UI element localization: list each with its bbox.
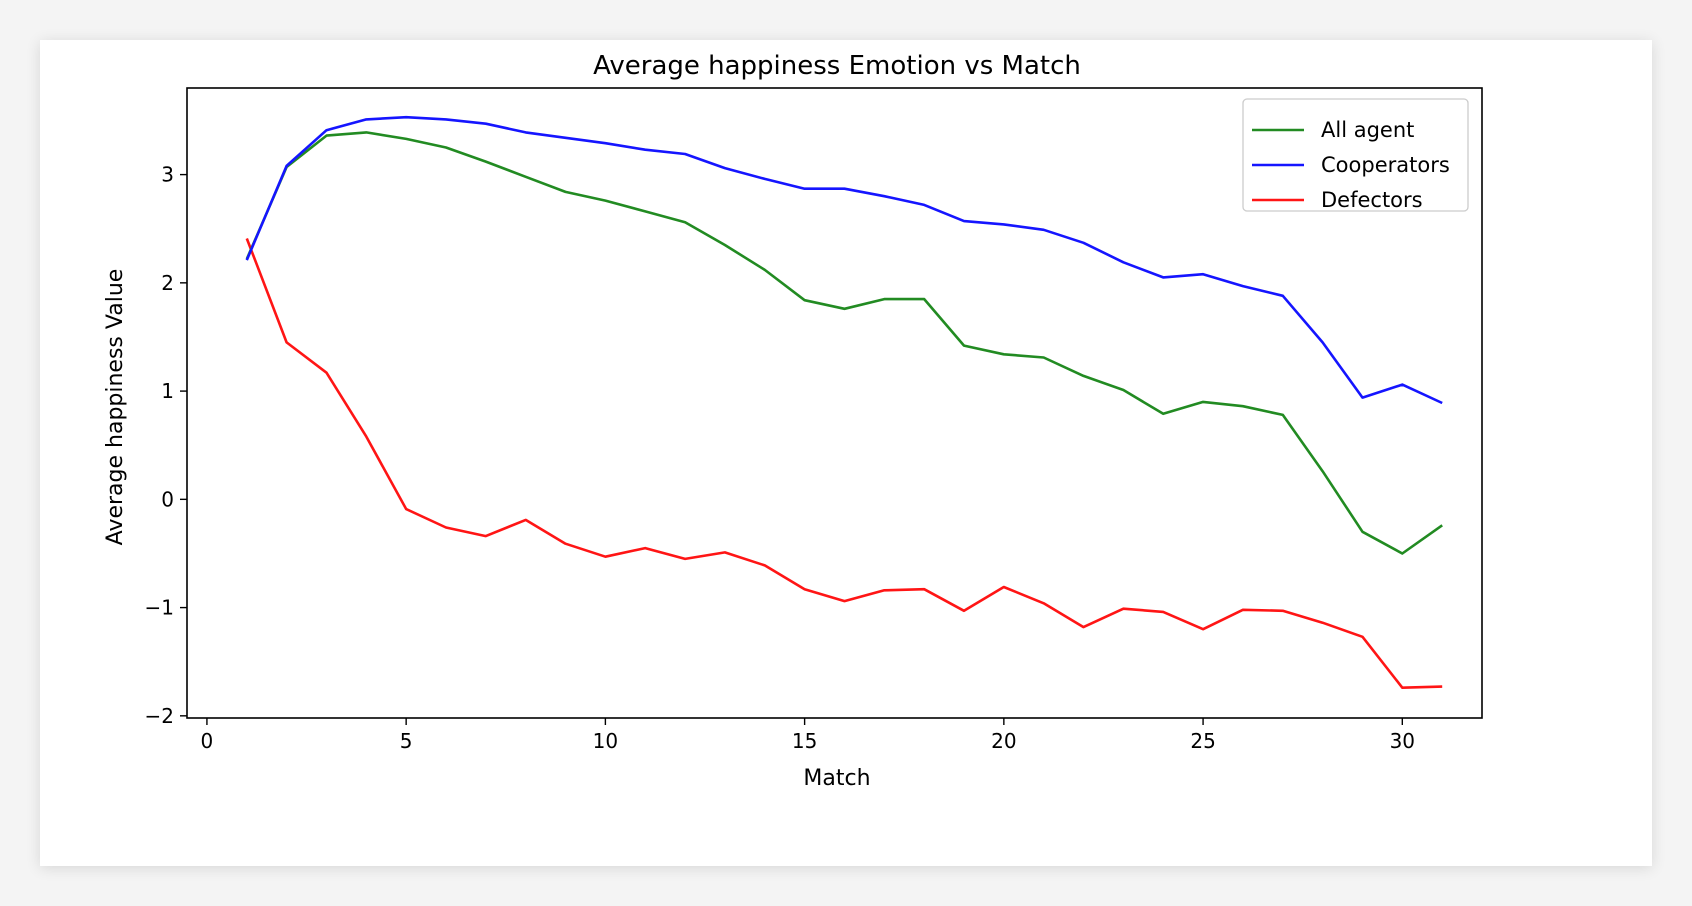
y-tick-label: 0 xyxy=(161,487,174,511)
legend-label: All agent xyxy=(1321,118,1414,142)
y-tick-label: −2 xyxy=(145,704,174,728)
series-line-defectors xyxy=(245,238,1443,690)
y-tick-label: 1 xyxy=(161,379,174,403)
legend-label: Cooperators xyxy=(1321,153,1450,177)
x-tick-label: 15 xyxy=(792,729,817,753)
x-tick-label: 25 xyxy=(1190,729,1215,753)
series-line-all-agent xyxy=(245,131,1443,555)
plot-frame xyxy=(186,87,1483,719)
x-tick-label: 0 xyxy=(201,729,214,753)
legend: All agent Cooperators Defectors xyxy=(1242,98,1469,212)
y-tick-label: −1 xyxy=(145,596,174,620)
x-tick-label: 10 xyxy=(593,729,618,753)
legend-label: Defectors xyxy=(1321,188,1423,212)
chart-title: Average happiness Emotion vs Match xyxy=(593,51,1081,81)
x-tick-label: 5 xyxy=(400,729,413,753)
line-chart: Average happiness Emotion vs Match Match… xyxy=(103,51,1483,791)
legend-box xyxy=(1242,98,1469,212)
axis-ticks: 0 5 10 15 20 25 30 −2 −1 0 1 2 3 xyxy=(145,163,1416,753)
chart-card: Average happiness Emotion vs Match Match… xyxy=(40,40,1652,866)
y-tick-label: 3 xyxy=(161,163,174,187)
y-tick-label: 2 xyxy=(161,271,174,295)
series-lines xyxy=(245,115,1443,690)
x-axis-label: Match xyxy=(803,766,870,791)
x-tick-label: 30 xyxy=(1390,729,1415,753)
y-axis-label: Average happiness Value xyxy=(103,269,128,546)
series-line-cooperators xyxy=(245,115,1443,405)
x-tick-label: 20 xyxy=(991,729,1016,753)
